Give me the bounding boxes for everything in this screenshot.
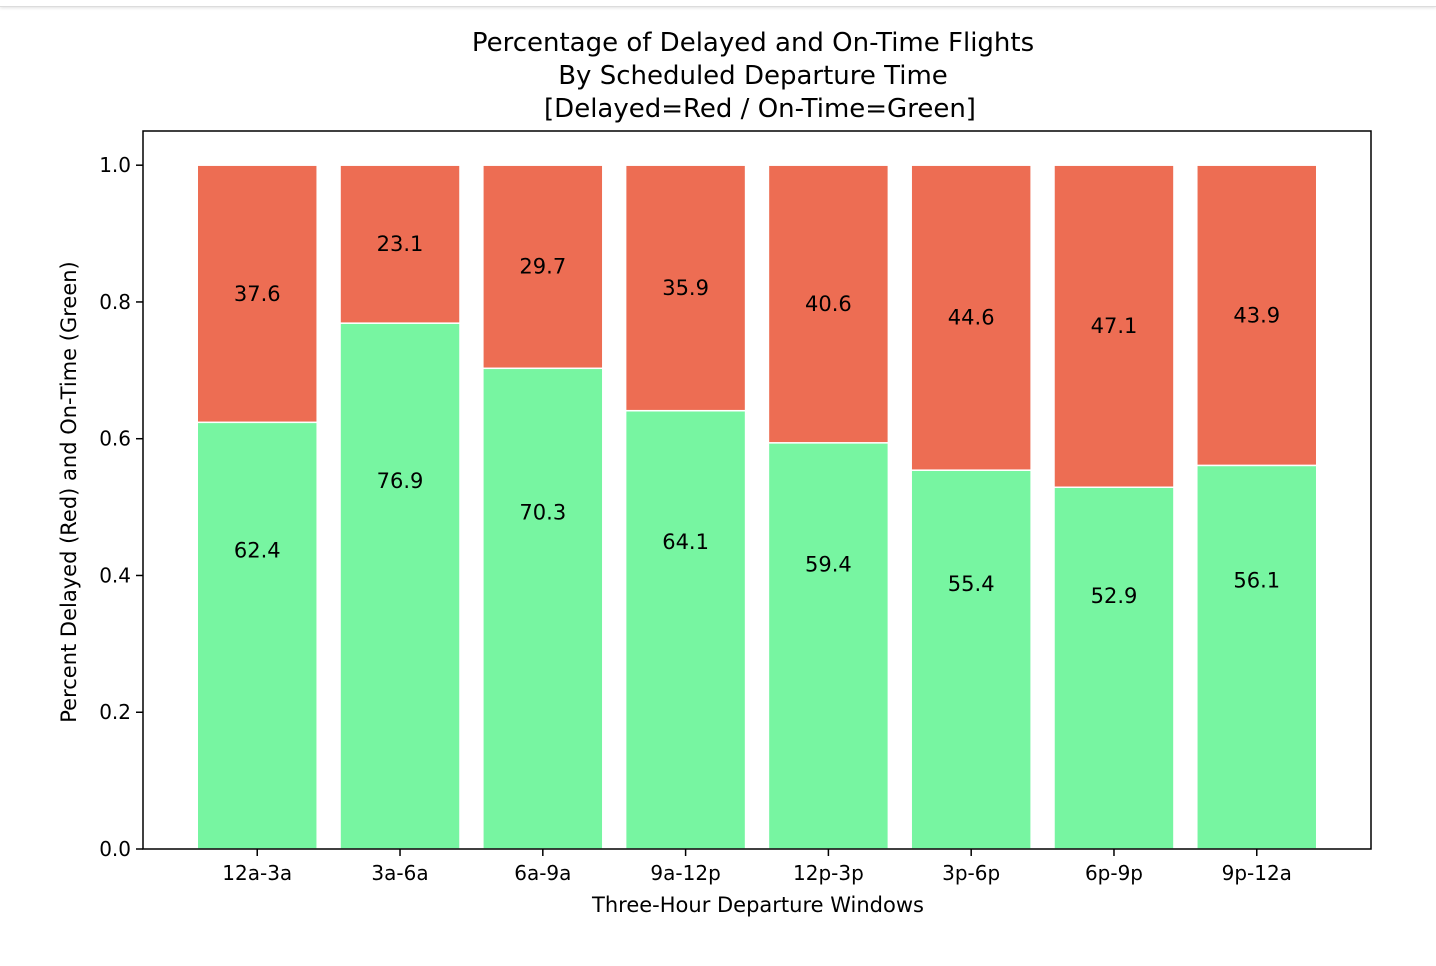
bars-group (196, 164, 1318, 850)
x-tick-label: 12p-3p (793, 861, 864, 885)
x-tick-label: 9p-12a (1222, 861, 1292, 885)
bar-delayed-6a-9a (482, 164, 604, 370)
top-frame-edge (0, 0, 1436, 7)
y-tick-label: 0.6 (99, 427, 131, 451)
y-tick-label: 0.8 (99, 290, 131, 314)
x-tick-label: 6a-9a (514, 861, 571, 885)
y-tick-label: 0.0 (99, 837, 131, 861)
data-label-on-time-3p-6p: 55.4 (948, 572, 995, 596)
bar-on-time-3p-6p (910, 469, 1032, 850)
data-label-delayed-9a-12p: 35.9 (662, 276, 709, 300)
x-axis-label: Three-Hour Departure Windows (591, 893, 924, 917)
plot-area-frame (142, 130, 1372, 850)
bar-delayed-12p-3p (767, 164, 890, 444)
data-label-delayed-6a-9a: 29.7 (519, 255, 566, 279)
data-label-on-time-6p-9p: 52.9 (1091, 584, 1138, 608)
y-tick-label: 1.0 (99, 153, 131, 177)
data-label-delayed-3a-6a: 23.1 (377, 232, 424, 256)
bar-delayed-3a-6a (339, 164, 461, 324)
bar-value-labels: 62.4 37.6 76.9 23.1 70.3 29.7 64.1 35.9 59.4 40.6… (234, 232, 1280, 608)
bar-on-time-12a-3a (196, 421, 318, 850)
x-tick-label: 9a-12p (650, 861, 720, 885)
data-label-delayed-9p-12a: 43.9 (1233, 303, 1280, 327)
y-tick-label: 0.2 (99, 700, 131, 724)
data-label-on-time-12p-3p: 59.4 (805, 553, 852, 577)
data-label-delayed-3p-6p: 44.6 (948, 306, 995, 330)
bar-delayed-9p-12a (1196, 164, 1318, 467)
data-label-delayed-12a-3a: 37.6 (234, 282, 281, 306)
bar-on-time-6a-9a (482, 367, 604, 850)
data-label-delayed-6p-9p: 47.1 (1091, 314, 1138, 338)
bar-on-time-9p-12a (1196, 464, 1318, 850)
y-axis-label: Percent Delayed (Red) and On-Time (Green… (57, 261, 81, 723)
bar-on-time-9a-12p (624, 409, 747, 850)
data-label-on-time-6a-9a: 70.3 (519, 501, 566, 525)
bar-on-time-6p-9p (1053, 486, 1175, 850)
data-label-on-time-3a-6a: 76.9 (377, 469, 424, 493)
y-tick-label: 0.4 (99, 563, 131, 587)
x-tick-label: 3p-6p (942, 861, 1000, 885)
bar-delayed-9a-12p (624, 164, 747, 412)
y-axis: 0.0 0.2 0.4 0.6 0.8 1.0 (99, 153, 143, 861)
data-label-on-time-9p-12a: 56.1 (1233, 568, 1280, 592)
data-label-on-time-9a-12p: 64.1 (662, 530, 709, 554)
x-tick-label: 12a-3a (222, 861, 292, 885)
bar-delayed-12a-3a (196, 164, 318, 424)
data-label-on-time-12a-3a: 62.4 (234, 538, 281, 562)
chart-title-line-3: [Delayed=Red / On-Time=Green] (544, 94, 976, 124)
chart-title-line-1: Percentage of Delayed and On-Time Flight… (472, 28, 1034, 58)
x-axis: 12a-3a 3a-6a 6a-9a 9a-12p 12p-3p 3p-6p 6p-9p 9p… (222, 849, 1292, 885)
bar-delayed-3p-6p (910, 164, 1032, 471)
bar-on-time-3a-6a (339, 322, 461, 850)
data-label-delayed-12p-3p: 40.6 (805, 292, 852, 316)
chart-title: Percentage of Delayed and On-Time Flight… (472, 28, 1034, 124)
x-tick-label: 3a-6a (371, 861, 428, 885)
bar-delayed-6p-9p (1053, 164, 1175, 489)
chart-title-line-2: By Scheduled Departure Time (558, 61, 948, 91)
x-tick-label: 6p-9p (1085, 861, 1143, 885)
bar-on-time-12p-3p (767, 442, 890, 850)
